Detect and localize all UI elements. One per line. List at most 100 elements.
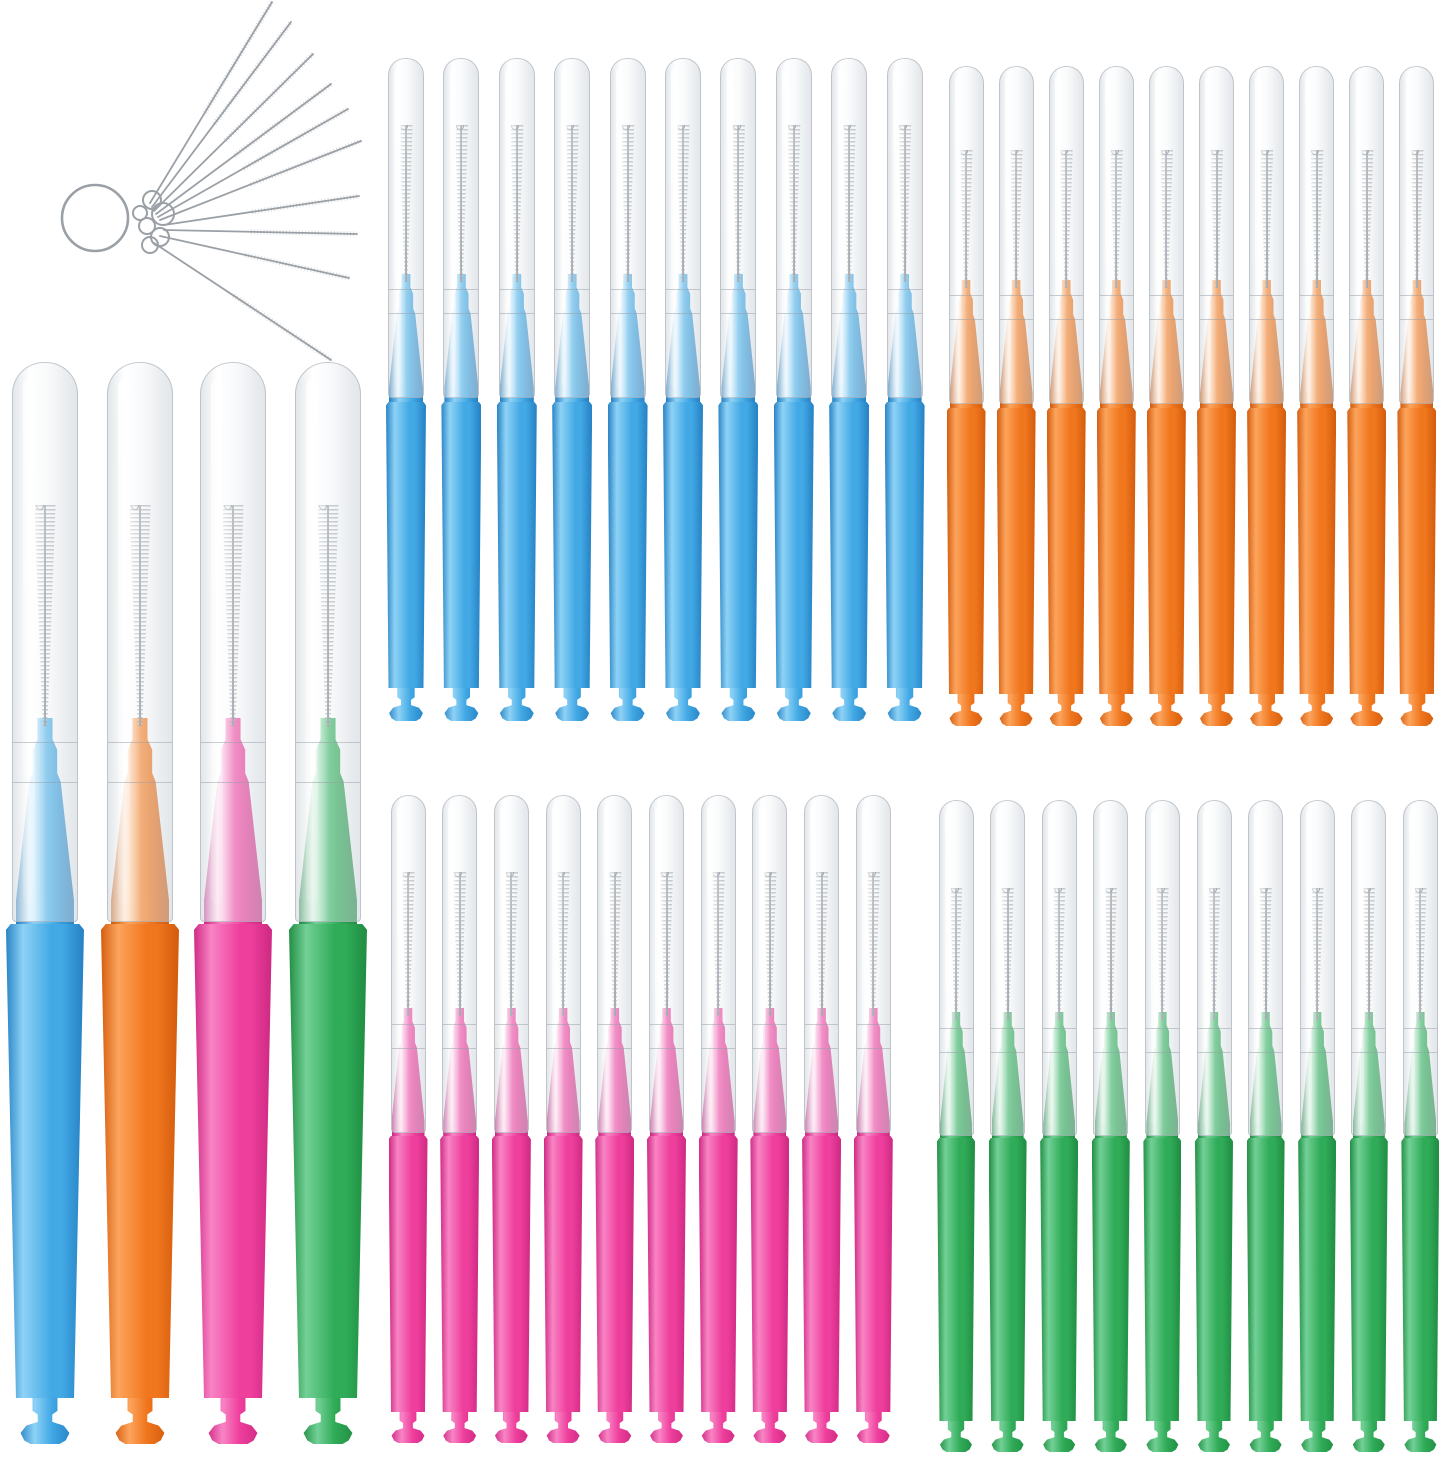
brush-cap [1402, 800, 1438, 1136]
brush-foot [1249, 1421, 1282, 1452]
fan-wire [163, 229, 358, 235]
brush-handle [750, 1136, 790, 1412]
cap-mold-rim [1350, 319, 1384, 320]
brush-handle [853, 1136, 893, 1412]
cap-mold-rim [753, 1024, 787, 1026]
cap-shine [449, 69, 456, 387]
interdental-brush-pink-small-6 [645, 795, 688, 1443]
interdental-brush-blue-small-5 [606, 58, 650, 721]
cap-shine [954, 77, 961, 393]
interdental-brush-green-small-9 [1348, 800, 1390, 1452]
interdental-brush-pink-small-3 [490, 795, 533, 1443]
brush-foot [1094, 1421, 1127, 1452]
interdental-brush-green-small-10 [1399, 800, 1441, 1452]
interdental-brush-blue-large-1 [4, 362, 86, 1444]
cap-shine [758, 806, 765, 1122]
cap-mold-rim [1350, 295, 1384, 297]
cap-shine [1355, 77, 1362, 393]
brush-handle [884, 402, 925, 688]
cap-shine [1405, 77, 1412, 393]
brush-cap [1048, 66, 1084, 404]
cap-mold-rim [499, 288, 534, 290]
cap-mold-rim [1300, 295, 1334, 297]
brush-handle [1397, 408, 1437, 694]
interdental-brush-blue-small-1 [384, 58, 428, 721]
cap-shine [1305, 811, 1312, 1125]
interdental-brush-blue-small-7 [716, 58, 760, 721]
cap-shine [396, 806, 403, 1122]
brush-cap [390, 795, 426, 1133]
cap-shine [1255, 77, 1262, 393]
cap-shine [1151, 811, 1158, 1125]
cap-shine [671, 69, 678, 387]
interdental-brush-green-small-8 [1296, 800, 1338, 1452]
brush-cap [12, 362, 78, 922]
brush-handle [1096, 408, 1136, 694]
brush-handle [647, 1136, 686, 1412]
cap-mold-rim [546, 1024, 580, 1026]
brush-handle [1143, 1138, 1182, 1421]
cap-mold-rim [805, 1024, 839, 1026]
brush-handle [552, 402, 593, 688]
cap-shine [782, 69, 789, 387]
brush-handle [1247, 408, 1287, 694]
brush-handle [988, 1138, 1027, 1421]
cap-mold-rim [1049, 295, 1083, 297]
interdental-brush-pink-large-3 [192, 362, 274, 1444]
cap-mold-rim [555, 288, 590, 290]
cap-mold-rim [887, 288, 922, 290]
cap-shine [1202, 811, 1209, 1125]
cap-mold-rim [610, 288, 645, 290]
cap-mold-rim [939, 1051, 973, 1053]
cap-shine [211, 379, 223, 905]
cap-mold-rim [1352, 1028, 1386, 1030]
cap-mold-rim [444, 312, 479, 314]
interdental-brush-pink-small-9 [800, 795, 843, 1443]
cap-mold-rim [443, 1048, 477, 1049]
cap-shine [118, 379, 130, 905]
brush-cap [609, 58, 646, 398]
interdental-brush-blue-small-9 [827, 58, 871, 721]
cap-mold-rim [856, 1024, 890, 1026]
brush-foot [1198, 1421, 1230, 1452]
brush-handle [289, 924, 367, 1398]
cap-shine [837, 69, 844, 387]
interdental-brush-green-small-4 [1090, 800, 1132, 1452]
fan-wire [155, 83, 332, 215]
brush-cap [545, 795, 581, 1133]
brush-cap [1349, 66, 1385, 404]
brush-cap [1199, 66, 1234, 404]
cap-mold-rim [949, 295, 983, 297]
interdental-brush-blue-small-4 [550, 58, 594, 721]
brush-cap [1098, 66, 1134, 404]
interdental-brush-green-small-5 [1141, 800, 1183, 1452]
cap-shine [706, 806, 713, 1122]
cap-mold-rim [1250, 295, 1284, 297]
interdental-brush-orange-small-4 [1095, 66, 1138, 726]
brush-handle [194, 924, 272, 1398]
cap-shine [505, 69, 512, 387]
interdental-brush-pink-small-4 [542, 795, 585, 1443]
brush-cap [948, 66, 984, 404]
brush-cap [804, 795, 840, 1133]
cap-shine [1004, 77, 1011, 393]
cap-mold-rim [1145, 1028, 1179, 1030]
cap-mold-rim [1094, 1051, 1128, 1053]
cap-shine [862, 806, 868, 1122]
brush-handle [946, 408, 986, 694]
cap-mold-rim [1094, 1028, 1128, 1030]
brush-foot [1404, 1421, 1437, 1452]
cap-mold-rim [1200, 319, 1233, 320]
cap-mold-rim [805, 1048, 839, 1049]
cap-mold-rim [887, 312, 922, 314]
brush-cap [938, 800, 974, 1136]
cap-mold-rim [296, 781, 360, 783]
cap-mold-rim [701, 1024, 735, 1026]
cap-mold-rim [999, 319, 1033, 320]
fan-wire [153, 242, 332, 361]
cap-shine [1305, 77, 1312, 393]
brush-handle [698, 1136, 738, 1412]
brush-cap [855, 795, 891, 1133]
